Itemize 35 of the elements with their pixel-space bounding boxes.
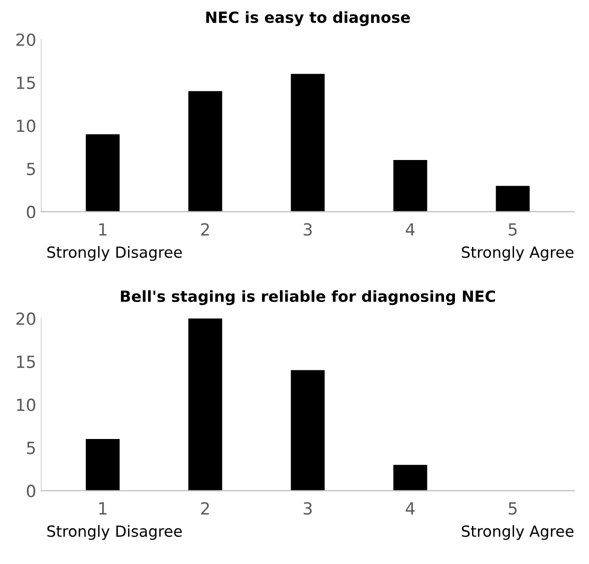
- y-tick-label: 15: [16, 356, 35, 368]
- text: Strongly Agree: [462, 246, 574, 261]
- text: Strongly Agree: [462, 525, 574, 540]
- y-tick-label: 0: [26, 206, 36, 218]
- x-tick-label: 4: [406, 223, 415, 236]
- y-tick-label: 10: [16, 398, 36, 412]
- bar: [188, 318, 222, 491]
- x-tick-label: 1: [99, 502, 106, 514]
- x-tick-label: 4: [406, 502, 415, 514]
- bar: [290, 74, 325, 212]
- bar: [86, 439, 120, 491]
- x-tick-label: 3: [304, 223, 312, 236]
- text: Strongly Disagree: [47, 246, 182, 261]
- x-tick-label: 1: [99, 223, 106, 236]
- text: Strongly Disagree: [47, 525, 182, 540]
- chart-title: Bell's staging is reliable for diagnosing NEC: [120, 290, 495, 306]
- y-tick-label: 20: [16, 312, 36, 326]
- y-tick-label: 0: [26, 484, 36, 498]
- bar: [496, 186, 530, 212]
- y-tick-label: 5: [27, 442, 35, 454]
- bar: [290, 370, 325, 491]
- y-tick-label: 20: [16, 33, 36, 46]
- x-tick-label: 2: [201, 502, 209, 514]
- bar: [188, 91, 222, 212]
- x-tick-label: 3: [304, 502, 312, 515]
- x-tick-label: 2: [201, 223, 209, 236]
- bar: [393, 464, 428, 491]
- bar: [393, 160, 428, 212]
- x-tick-label: 5: [508, 502, 517, 515]
- y-tick-label: 5: [27, 162, 35, 176]
- y-tick-label: 10: [16, 120, 36, 132]
- bar: [86, 134, 120, 212]
- y-tick-label: 15: [16, 76, 35, 90]
- x-tick-label: 5: [508, 223, 517, 236]
- chart-title: NEC is easy to diagnose: [206, 11, 410, 26]
